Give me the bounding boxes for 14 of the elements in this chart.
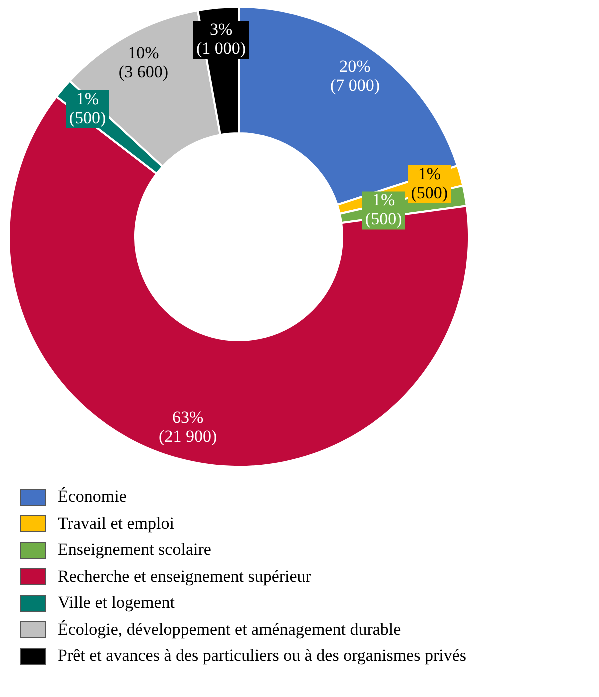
data-label: 10% (3 600) — [118, 44, 168, 82]
data-label: 20% (7 000) — [330, 56, 380, 95]
legend-label: Économie — [58, 487, 127, 508]
legend-label: Prêt et avances à des particuliers ou à des organismes privés — [58, 646, 466, 666]
legend-label: Enseignement scolaire — [58, 540, 212, 560]
legend-label: Travail et emploi — [58, 514, 174, 534]
legend-label: Écologie, développement et aménagement durable — [58, 620, 402, 640]
data-label: 1% (500) — [69, 90, 106, 128]
data-label: 63% (21 900) — [159, 408, 218, 446]
legend-label: Recherche et enseignement supérieur — [58, 566, 312, 587]
data-label: 3% (1 000) — [196, 20, 246, 58]
data-label: 1% (500) — [365, 190, 402, 229]
legend-label: Ville et logement — [58, 593, 175, 614]
data-label: 1% (500) — [411, 164, 448, 202]
